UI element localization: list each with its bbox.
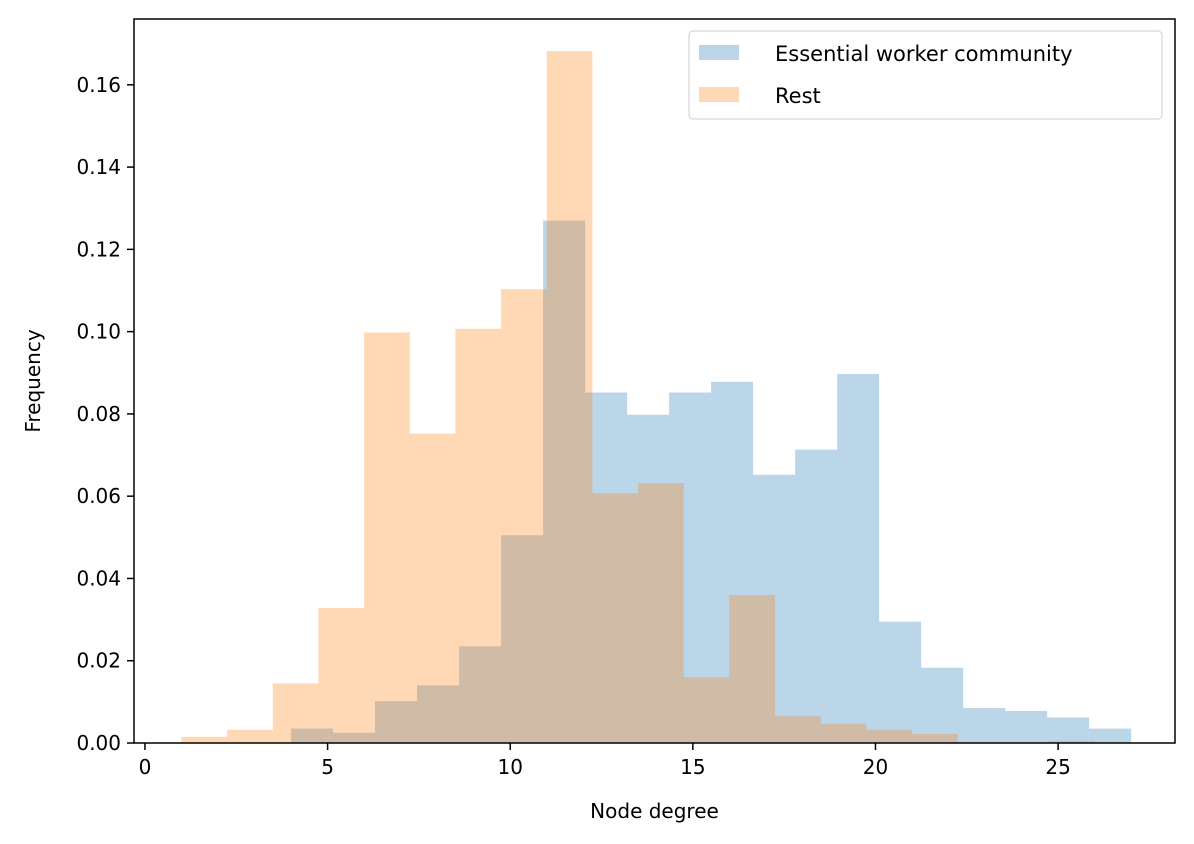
histogram-bar	[501, 289, 547, 743]
histogram-bar	[543, 220, 586, 743]
histogram-bar	[837, 374, 880, 743]
histogram-bar	[1048, 740, 1095, 743]
histogram-bar	[546, 51, 593, 743]
y-tick-label: 0.06	[76, 484, 121, 508]
histogram-bar	[638, 483, 684, 743]
histogram-bar	[333, 732, 376, 743]
x-tick-label: 5	[321, 755, 334, 779]
y-tick-label: 0.12	[76, 237, 121, 261]
histogram-bar	[753, 474, 796, 743]
histogram-bars	[181, 51, 1132, 743]
histogram-bar	[409, 433, 456, 743]
histogram-bar	[963, 708, 1006, 743]
histogram-bar	[866, 729, 913, 743]
histogram-bar	[585, 392, 628, 743]
histogram-bar	[912, 733, 958, 743]
histogram-bar	[417, 685, 460, 743]
x-tick-label: 0	[139, 755, 152, 779]
histogram-bar	[711, 381, 754, 743]
histogram-bar	[291, 728, 334, 743]
y-tick-label: 0.08	[76, 402, 121, 426]
histogram-bar	[820, 723, 867, 743]
histogram-bar	[364, 332, 410, 743]
y-axis-label: Frequency	[21, 329, 45, 432]
y-tick-label: 0.10	[76, 320, 121, 344]
histogram-bar	[592, 493, 639, 743]
y-tick-label: 0.00	[76, 731, 121, 755]
legend-label-essential: Essential worker community	[775, 42, 1073, 66]
histogram-bar	[501, 535, 544, 743]
histogram-bar	[1089, 728, 1132, 743]
histogram-bar	[375, 701, 418, 743]
x-axis-ticks: 0 5 10 15 20 25	[139, 743, 1071, 779]
y-tick-label: 0.16	[76, 73, 121, 97]
histogram-bar	[459, 646, 502, 743]
y-tick-label: 0.02	[76, 649, 121, 673]
histogram-bar	[683, 677, 730, 743]
x-tick-label: 25	[1045, 755, 1070, 779]
histogram-bar	[775, 716, 821, 743]
y-tick-label: 0.04	[76, 566, 121, 590]
legend-swatch-essential	[699, 45, 739, 60]
histogram-bar	[227, 729, 273, 743]
y-tick-label: 0.14	[76, 155, 121, 179]
plot-frame	[133, 18, 1176, 744]
legend: Essential worker community Rest	[688, 30, 1163, 120]
x-axis-label: Node degree	[590, 799, 719, 823]
legend-swatch-rest	[699, 87, 739, 102]
x-tick-label: 10	[497, 755, 522, 779]
histogram-bar	[181, 736, 228, 743]
histogram-bar	[627, 414, 670, 743]
x-tick-label: 15	[680, 755, 705, 779]
histogram-bar	[1005, 710, 1048, 743]
y-axis-ticks: 0.00 0.02 0.04 0.06 0.08 0.10 0.12 0.14 0.16	[76, 73, 134, 755]
histogram-bar	[455, 328, 502, 743]
histogram-bar	[795, 449, 838, 743]
histogram-bar	[879, 621, 922, 743]
x-tick-label: 20	[863, 755, 888, 779]
histogram-bar	[272, 683, 319, 743]
histogram-bar	[1047, 717, 1090, 743]
histogram-bar	[729, 594, 776, 743]
histogram-bar	[318, 608, 365, 743]
histogram-bar	[921, 667, 964, 743]
legend-box	[688, 30, 1163, 120]
legend-label-rest: Rest	[775, 84, 821, 108]
histogram-bar	[669, 392, 712, 743]
